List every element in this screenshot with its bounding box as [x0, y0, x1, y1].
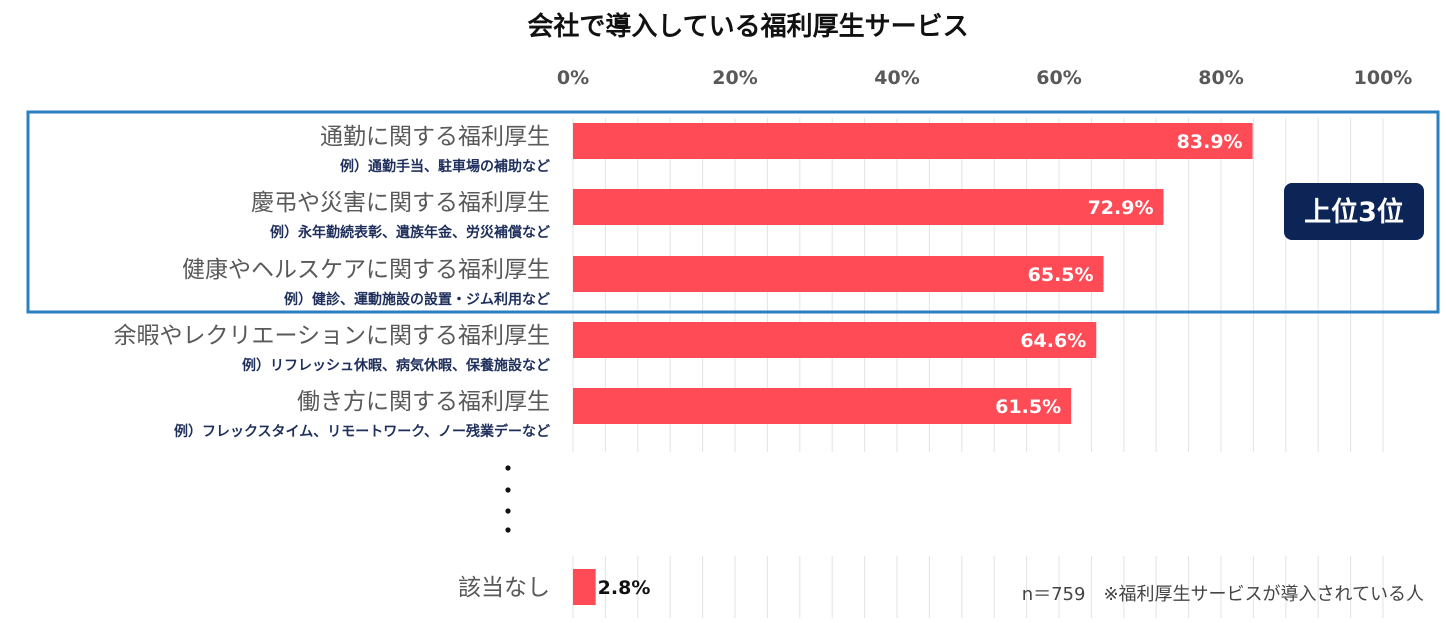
bar-value-label: 65.5%	[1028, 264, 1094, 286]
bar	[573, 388, 1072, 424]
tick-label: 0%	[557, 67, 589, 89]
ellipsis-dots	[505, 465, 511, 533]
category-label: 該当なし	[458, 575, 550, 601]
bar	[573, 189, 1164, 225]
top3-badge-background	[1284, 183, 1424, 240]
tick-label: 40%	[874, 67, 919, 89]
tick-label: 80%	[1198, 67, 1243, 89]
ellipsis-dot	[505, 527, 511, 533]
category-labels: 通勤に関する福利厚生例）通勤手当、駐車場の補助など慶弔や災害に関する福利厚生例）…	[113, 124, 550, 601]
category-example: 例）通勤手当、駐車場の補助など	[340, 158, 550, 175]
ellipsis-dot	[505, 487, 511, 493]
top3-badge: 上位3位	[1284, 183, 1424, 240]
category-example: 例）リフレッシュ休暇、病気休暇、保養施設など	[242, 357, 550, 374]
bar	[573, 256, 1104, 292]
bar-value-label: 2.8%	[598, 577, 651, 599]
bar	[573, 322, 1097, 358]
category-example: 例）永年勤続表彰、遺族年金、労災補償など	[270, 224, 550, 241]
chart-title: 会社で導入している福利厚生サービス	[527, 11, 968, 42]
category-label: 通勤に関する福利厚生	[320, 124, 550, 150]
category-example: 例）健診、運動施設の設置・ジム利用など	[284, 291, 550, 308]
category-label: 余暇やレクリエーションに関する福利厚生	[113, 323, 550, 349]
bar-value-label: 83.9%	[1177, 131, 1243, 153]
category-example: 例）フレックスタイム、リモートワーク、ノー残業デーなど	[174, 423, 550, 440]
category-label: 慶弔や災害に関する福利厚生	[251, 190, 550, 216]
ellipsis-dot	[505, 465, 511, 471]
category-label: 働き方に関する福利厚生	[297, 389, 550, 415]
top3-badge-label: 上位3位	[1304, 196, 1404, 228]
tick-label: 20%	[712, 67, 757, 89]
x-axis-ticks: 0% 20% 40% 60% 80% 100%	[557, 67, 1412, 89]
category-label: 健康やヘルスケアに関する福利厚生	[182, 257, 550, 283]
tick-label: 100%	[1354, 67, 1413, 89]
bars: 83.9% 72.9% 65.5% 64.6% 61.5% 2.8%	[573, 123, 1253, 605]
top3-highlight-box	[26, 110, 1440, 314]
bar-value-label: 64.6%	[1020, 330, 1086, 352]
bar	[573, 569, 596, 605]
bar-value-label: 72.9%	[1088, 197, 1154, 219]
ellipsis-dot	[505, 508, 511, 514]
tick-label: 60%	[1036, 67, 1081, 89]
bar	[573, 123, 1253, 159]
bar-value-label: 61.5%	[995, 396, 1061, 418]
sample-note: n＝759 ※福利厚生サービスが導入されている人	[1022, 584, 1424, 605]
